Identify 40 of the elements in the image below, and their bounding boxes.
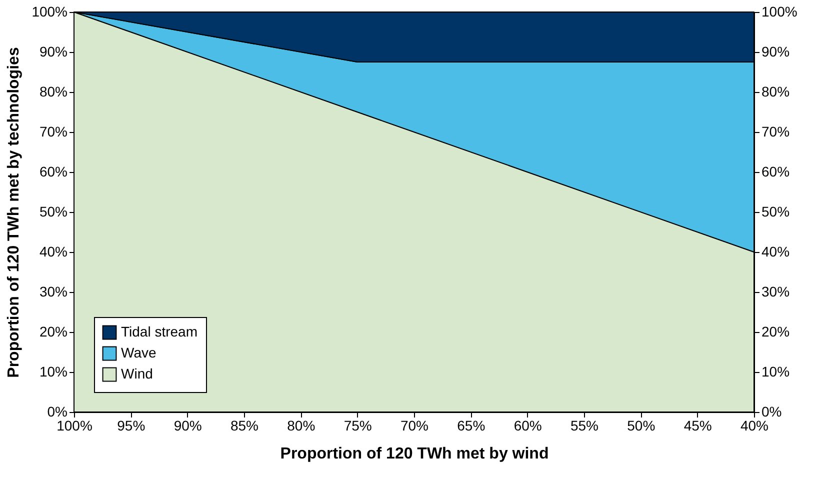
legend-label: Wind (121, 366, 153, 382)
x-tick-label: 50% (627, 418, 656, 434)
y2-tick-label: 60% (762, 164, 790, 180)
x-tick-label: 40% (740, 418, 769, 434)
y2-tick-label: 40% (762, 244, 790, 260)
y-tick-label: 20% (39, 324, 68, 340)
x-tick-label: 85% (230, 418, 259, 434)
y-tick-label: 60% (39, 164, 68, 180)
y-tick-label: 70% (39, 124, 68, 140)
y-tick-label: 0% (47, 404, 68, 420)
y2-tick-label: 20% (762, 324, 790, 340)
y2-tick-label: 70% (762, 124, 790, 140)
x-tick-label: 100% (56, 418, 92, 434)
y2-tick-label: 80% (762, 84, 790, 100)
y-tick-label: 30% (39, 284, 68, 300)
x-tick-label: 60% (514, 418, 542, 434)
y2-tick-label: 100% (762, 4, 798, 20)
x-tick-label: 75% (344, 418, 372, 434)
y-tick-label: 40% (39, 244, 68, 260)
x-tick-label: 90% (174, 418, 202, 434)
y-axis-title: Proportion of 120 TWh met by technologies (6, 47, 23, 378)
x-tick-label: 45% (684, 418, 712, 434)
x-tick-label: 70% (400, 418, 429, 434)
y2-tick-label: 10% (762, 364, 790, 380)
y2-tick-label: 90% (762, 44, 790, 60)
x-tick-label: 80% (287, 418, 316, 434)
x-axis-title: Proportion of 120 TWh met by wind (280, 446, 549, 462)
y-tick-label: 10% (39, 364, 68, 380)
x-tick-label: 95% (117, 418, 146, 434)
y-tick-label: 90% (39, 44, 68, 60)
y-tick-label: 100% (32, 4, 68, 20)
legend-label: Tidal stream (121, 324, 198, 340)
x-tick-label: 65% (457, 418, 486, 434)
y2-tick-label: 50% (762, 204, 790, 220)
y-tick-label: 50% (39, 204, 68, 220)
y-tick-label: 80% (39, 84, 68, 100)
x-tick-label: 55% (570, 418, 599, 434)
y2-tick-label: 0% (762, 404, 782, 420)
legend-label: Wave (121, 344, 156, 360)
y2-tick-label: 30% (762, 284, 790, 300)
